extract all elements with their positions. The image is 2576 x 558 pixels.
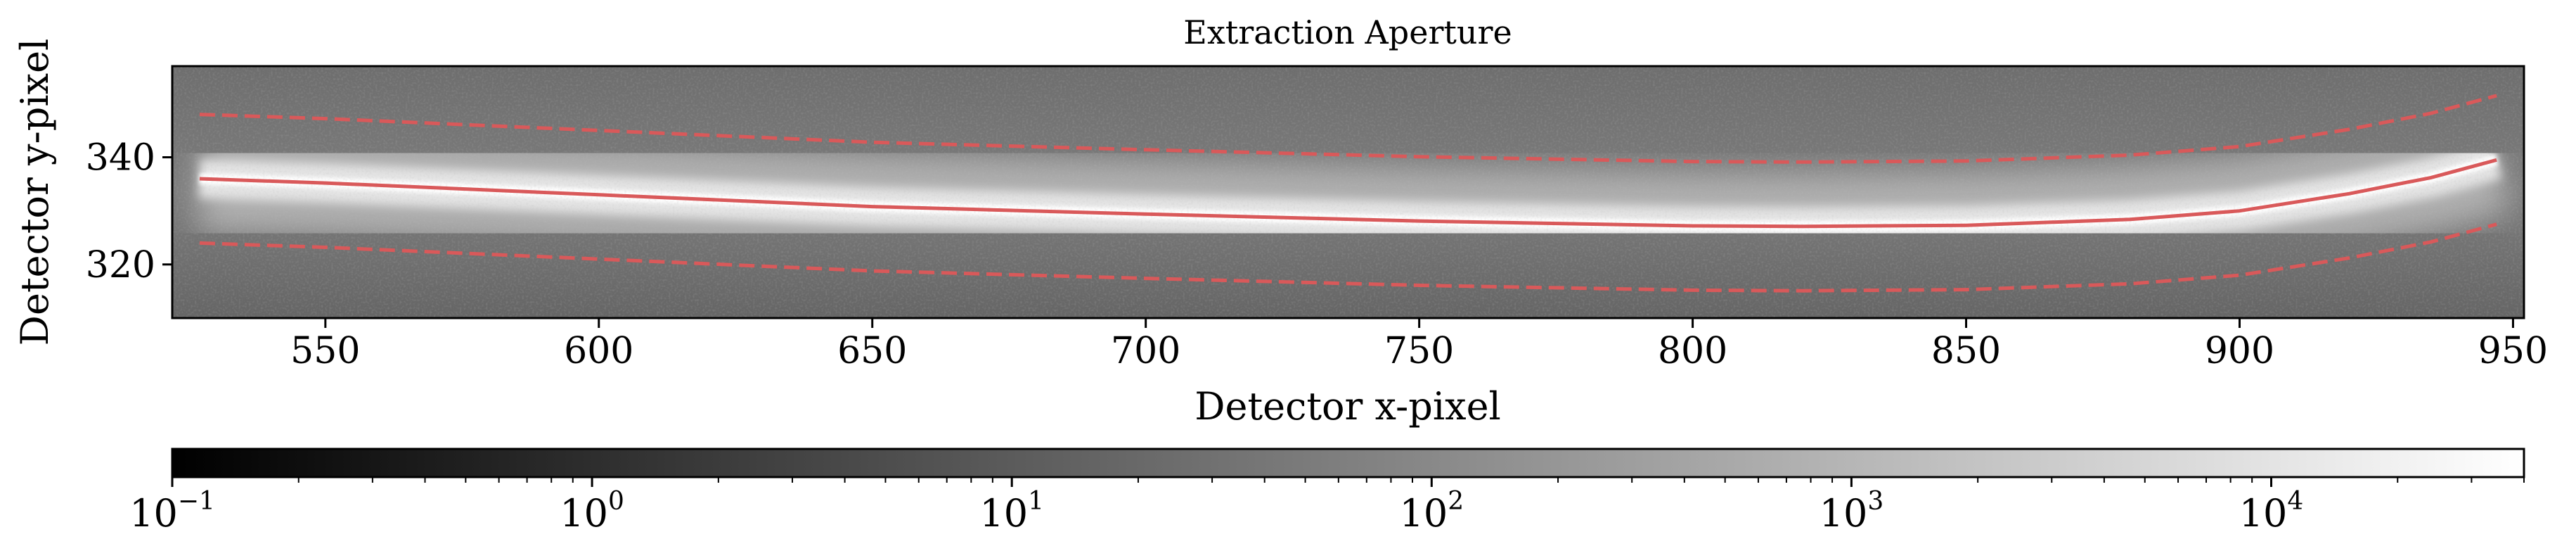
y-axis-label: Detector y-pixel: [13, 39, 57, 346]
x-tick-label: 650: [837, 330, 907, 372]
colorbar-tick-label: 103: [1820, 487, 1884, 535]
image-panel: [172, 66, 2524, 318]
colorbar-tick-label: 10−1: [129, 487, 215, 535]
x-tick-label: 550: [290, 330, 360, 372]
x-axis: 550 600 650 700 750 800 850 900 950: [290, 318, 2548, 372]
y-axis: 320 340: [86, 137, 172, 286]
colorbar-tick-label: 100: [560, 487, 624, 535]
x-axis-label: Detector x-pixel: [1194, 384, 1501, 429]
colorbar-tick-label: 104: [2239, 487, 2304, 535]
x-tick-label: 800: [1658, 330, 1727, 372]
colorbar: 10−1 100 101 102 103 104: [129, 448, 2525, 535]
plot-frame: [171, 65, 2525, 319]
aperture-center-line: [199, 158, 2497, 229]
x-tick-label: 950: [2478, 330, 2548, 372]
chart-title: Extraction Aperture: [1183, 13, 1512, 51]
colorbar-tick-label: 102: [1399, 487, 1464, 535]
colorbar-gradient: [171, 448, 2525, 478]
x-tick-label: 750: [1384, 330, 1454, 372]
y-tick-label: 340: [86, 137, 155, 179]
x-tick-label: 600: [564, 330, 633, 372]
x-tick-label: 900: [2205, 330, 2274, 372]
y-tick-label: 320: [86, 244, 155, 286]
x-tick-label: 700: [1111, 330, 1180, 372]
x-tick-label: 850: [1931, 330, 2001, 372]
colorbar-tick-label: 101: [979, 487, 1044, 535]
